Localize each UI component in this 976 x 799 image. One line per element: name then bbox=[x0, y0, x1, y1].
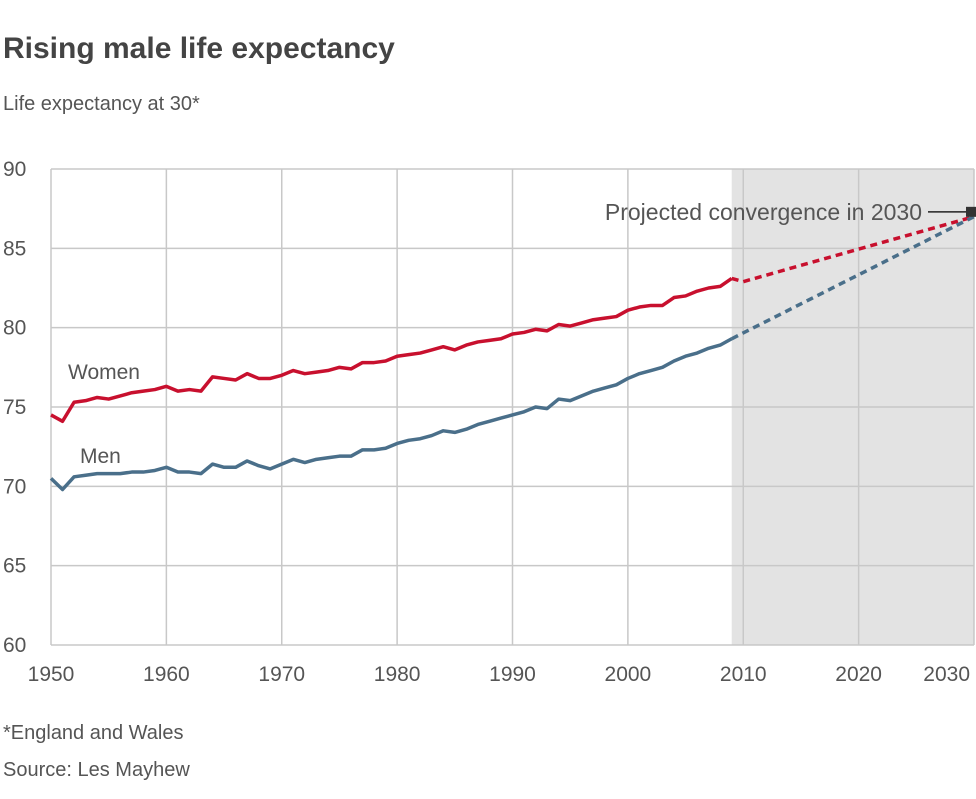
series-label-men: Men bbox=[80, 445, 121, 468]
footnote: *England and Wales bbox=[3, 722, 184, 744]
y-tick-label: 75 bbox=[3, 396, 26, 419]
x-tick-label: 2010 bbox=[720, 663, 767, 686]
source-note: Source: Les Mayhew bbox=[3, 759, 190, 781]
x-tick-label: 1960 bbox=[143, 663, 190, 686]
convergence-marker bbox=[966, 206, 976, 217]
chart-subtitle: Life expectancy at 30* bbox=[3, 93, 200, 115]
y-tick-label: 85 bbox=[3, 237, 26, 260]
series-label-women: Women bbox=[68, 361, 140, 384]
y-tick-label: 80 bbox=[3, 317, 26, 340]
annotation-label: Projected convergence in 2030 bbox=[605, 199, 922, 225]
projection-line-men bbox=[730, 215, 975, 341]
series-line-men bbox=[49, 337, 733, 492]
x-tick-label: 2030 bbox=[923, 663, 970, 686]
y-tick-label: 70 bbox=[3, 475, 26, 498]
chart-title: Rising male life expectancy bbox=[3, 32, 395, 65]
y-tick-label: 90 bbox=[3, 158, 26, 181]
series-line-women bbox=[50, 277, 733, 424]
x-tick-label: 1970 bbox=[258, 663, 305, 686]
y-tick-label: 60 bbox=[3, 634, 26, 657]
x-tick-label: 2000 bbox=[605, 663, 652, 686]
projection-line-women bbox=[731, 214, 975, 284]
x-tick-label: 1980 bbox=[374, 663, 421, 686]
x-tick-label: 1950 bbox=[28, 663, 75, 686]
y-tick-label: 65 bbox=[3, 555, 26, 578]
x-tick-label: 2020 bbox=[835, 663, 882, 686]
x-tick-label: 1990 bbox=[489, 663, 536, 686]
